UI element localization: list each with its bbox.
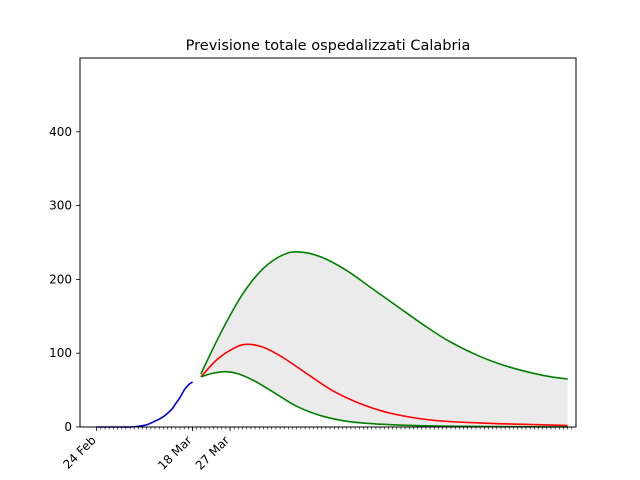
y-tick-label: 200	[49, 272, 72, 286]
upper-series-line	[200, 251, 568, 380]
confidence-band-layer	[200, 251, 568, 427]
confidence-band	[200, 251, 568, 427]
y-tick-label: 0	[64, 420, 72, 434]
central-series-line	[200, 343, 568, 427]
y-tick-label: 100	[49, 346, 72, 360]
chart-title: Previsione totale ospedalizzati Calabria	[186, 38, 471, 54]
lower-series-line	[200, 370, 568, 428]
y-tick-label: 400	[49, 125, 72, 139]
y-tick-label: 300	[49, 199, 72, 213]
plot-frame	[79, 57, 577, 428]
